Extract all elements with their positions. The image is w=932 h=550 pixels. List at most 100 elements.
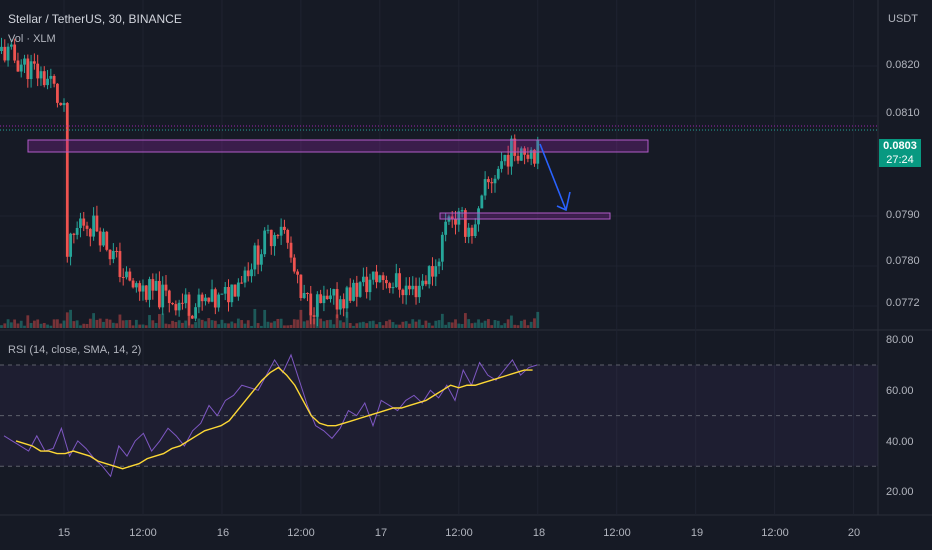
candle-body (361, 276, 365, 283)
candle-body (62, 103, 66, 106)
volume-bar (342, 322, 346, 328)
candle-body (477, 208, 480, 225)
candle-body (385, 280, 388, 284)
volume-bar (503, 323, 507, 328)
candle-body (42, 71, 46, 86)
volume-bar (450, 322, 454, 328)
candle-body (167, 290, 171, 304)
volume-bar (62, 320, 66, 328)
volume-bar (233, 323, 237, 328)
candle-body (158, 280, 161, 308)
candle-body (181, 302, 184, 304)
volume-bar (391, 322, 395, 328)
candle-body (23, 58, 26, 65)
candle-body (59, 102, 63, 106)
candle-body (39, 71, 43, 79)
candle-body (335, 289, 339, 310)
rsi-tick-20: 20.00 (886, 486, 914, 498)
volume-bar (246, 320, 250, 328)
candle-body (26, 58, 30, 80)
volume-bar (88, 318, 92, 328)
volume-bar (266, 321, 270, 328)
volume-bar (496, 320, 500, 328)
volume-bar (500, 325, 503, 328)
volume-bar (243, 323, 247, 328)
volume-bar (56, 319, 59, 328)
volume-bar (352, 325, 355, 328)
volume-bar (161, 313, 165, 328)
volume-bar (111, 322, 115, 328)
candle-body (319, 294, 323, 304)
candle-body (322, 295, 326, 304)
volume-bar (95, 319, 99, 328)
volume-bar (493, 320, 497, 328)
volume-bar (358, 322, 362, 328)
candle-body (289, 242, 293, 258)
candle-body (437, 261, 441, 267)
volume-bar (250, 325, 253, 328)
volume-bar (121, 320, 125, 328)
price-tick-0790: 0.0790 (886, 209, 920, 221)
candle-body (9, 44, 13, 47)
candle-body (473, 224, 477, 237)
candle-body (151, 279, 155, 291)
candle-body (332, 289, 336, 296)
candle-body (227, 287, 230, 303)
volume-bar (516, 325, 520, 328)
candle-body (273, 235, 276, 247)
volume-bar (473, 322, 477, 328)
volume-label[interactable]: Vol · XLM (8, 33, 56, 45)
candle-body (141, 285, 145, 292)
candle-body (394, 273, 398, 288)
candle-body (266, 229, 270, 231)
candle-body (345, 287, 349, 309)
candle-body (246, 270, 250, 277)
symbol-title[interactable]: Stellar / TetherUS, 30, BINANCE (8, 12, 182, 26)
time-tick-20: 20 (847, 527, 861, 539)
candle-body (115, 250, 119, 252)
volume-bar (217, 324, 221, 328)
projection-arrow (539, 143, 567, 211)
volume-bar (296, 319, 299, 328)
volume-bar (138, 324, 142, 328)
candle-body (161, 284, 165, 308)
volume-bar (388, 319, 392, 328)
volume-bar (269, 322, 273, 328)
volume-bar (52, 319, 56, 328)
candle-body (263, 230, 267, 255)
rsi-title[interactable]: RSI (14, close, SMA, 14, 2) (8, 344, 142, 356)
volume-bar (519, 320, 523, 328)
volume-bar (9, 322, 13, 328)
candle-body (276, 235, 280, 237)
candle-body (286, 229, 290, 243)
time-tick-15: 15 (57, 527, 71, 539)
candle-body (299, 274, 303, 298)
price-candles[interactable] (0, 37, 540, 327)
drawing-overlays[interactable] (0, 125, 878, 220)
time-tick-18: 18 (532, 527, 546, 539)
rsi-pane[interactable] (0, 353, 878, 478)
candle-body (378, 275, 382, 283)
candle-body (417, 285, 421, 298)
candle-body (0, 46, 3, 51)
candle-body (230, 284, 234, 303)
volume-bar (398, 324, 401, 328)
candle-body (253, 245, 257, 270)
volume-bar (223, 323, 227, 328)
volume-bar (483, 320, 487, 328)
candle-body (421, 280, 425, 286)
volume-bar (46, 324, 49, 328)
volume-bar (427, 322, 431, 328)
candle-body (19, 64, 23, 72)
rsi-tick-80: 80.00 (886, 334, 914, 346)
candle-body (13, 44, 17, 61)
volume-bar (190, 324, 194, 328)
volume-bar (417, 319, 421, 328)
volume-bar (375, 324, 378, 328)
volume-bar (536, 311, 540, 328)
volume-bar (59, 323, 63, 328)
candle-body (260, 254, 263, 265)
volume-bar (69, 309, 72, 328)
candle-body (243, 270, 247, 283)
